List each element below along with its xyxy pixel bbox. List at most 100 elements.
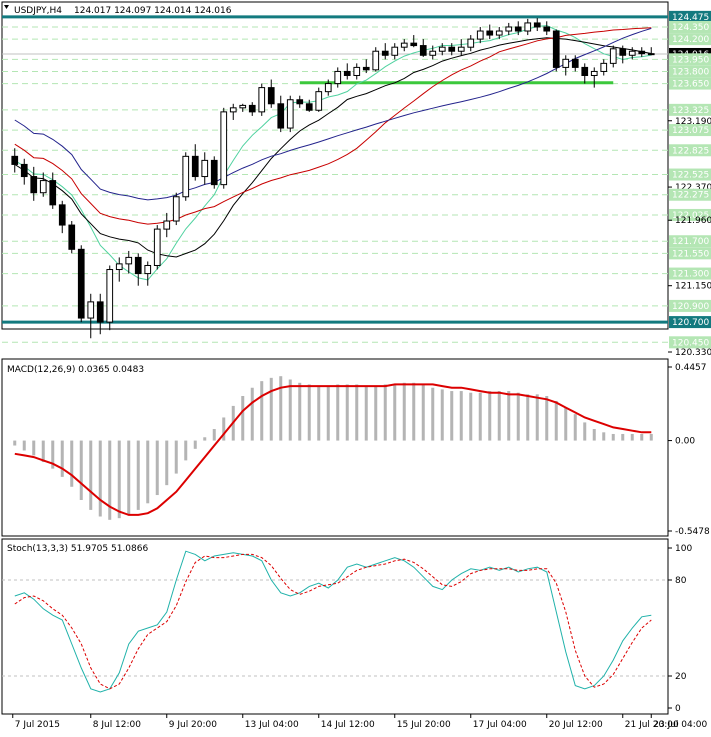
macd-histogram-bar — [155, 440, 159, 496]
candle-body — [296, 99, 304, 105]
macd-histogram-bar — [393, 384, 397, 441]
macd-histogram-bar — [307, 384, 311, 441]
time-tick-label: 23 Jul 04:00 — [653, 720, 707, 730]
candlesticks — [11, 18, 655, 339]
candle-body — [571, 58, 579, 68]
level-label: 122.275 — [672, 191, 709, 201]
macd-histogram-bar — [165, 440, 169, 486]
macd-histogram-bar — [241, 396, 245, 441]
time-tick-label: 9 Jul 20:00 — [169, 720, 218, 730]
macd-panel-frame — [1, 358, 669, 537]
level-label: 123.075 — [672, 126, 709, 136]
macd-histogram-bar — [79, 440, 83, 500]
macd-histogram-bar — [554, 400, 558, 441]
candle-body — [524, 22, 532, 32]
candle-body — [134, 256, 142, 275]
macd-histogram-bar — [279, 376, 283, 441]
candle-body — [362, 66, 370, 71]
candle-body — [619, 48, 627, 56]
candle-body — [20, 163, 28, 178]
candle-body — [381, 50, 389, 56]
stoch-tick-label: 80 — [675, 576, 687, 586]
macd-histogram-bar — [383, 384, 387, 441]
macd-histogram-bar — [193, 440, 197, 449]
level-label: 121.700 — [672, 237, 709, 247]
macd-histogram-bar — [184, 440, 188, 461]
macd-histogram-bar — [592, 429, 596, 441]
level-label: 120.900 — [672, 302, 709, 312]
stoch-header: Stoch(13,3,3) 51.9705 51.0866 — [7, 544, 148, 554]
candle-body — [543, 26, 551, 32]
level-label: 122.825 — [672, 146, 709, 156]
price-panel-frame — [1, 1, 669, 330]
candle-body — [87, 301, 95, 319]
macd-histogram-bar — [440, 389, 444, 441]
candle-body — [68, 224, 76, 250]
macd-histogram-bar — [516, 392, 520, 441]
level-label: 123.325 — [672, 106, 709, 116]
candle-body — [552, 30, 560, 68]
candle-body — [49, 180, 57, 206]
macd-histogram-bar — [583, 422, 587, 441]
level-label-bg — [669, 124, 711, 137]
level-label-bg — [669, 336, 711, 349]
macd-histogram-bar — [526, 394, 530, 441]
time-tick-label: 15 Jul 20:00 — [397, 720, 451, 730]
candle-body — [600, 62, 608, 72]
level-label: 120.700 — [672, 318, 709, 328]
price-tick-label: 121.150 — [675, 282, 711, 292]
time-tick-label: 8 Jul 12:00 — [93, 720, 142, 730]
macd-histogram-bar — [298, 382, 302, 441]
candle-body — [210, 159, 218, 186]
time-tick-label: 20 Jul 12:00 — [549, 720, 603, 730]
macd-histogram-bar — [364, 386, 368, 441]
candle-body — [286, 99, 294, 129]
macd-histogram-bar — [355, 384, 359, 441]
level-label-bg — [669, 65, 711, 78]
candle-body — [638, 50, 646, 55]
level-label-bg — [669, 53, 711, 66]
stochastic-indicator: 100 80 20 0 — [2, 544, 692, 714]
macd-tick-label: -0.5478 — [675, 527, 710, 537]
candle-body — [324, 83, 332, 93]
macd-histogram-bar — [469, 392, 473, 441]
stoch-tick-label: 0 — [675, 704, 681, 714]
price-tick-label: 120.330 — [675, 348, 711, 358]
candle-body — [106, 269, 114, 323]
macd-histogram-bar — [374, 386, 378, 441]
macd-histogram-bar — [41, 440, 45, 463]
candle-body — [514, 26, 522, 32]
macd-histogram-bar — [127, 440, 131, 515]
macd-histogram-bar — [117, 440, 121, 519]
dropdown-arrow-icon[interactable] — [4, 5, 9, 9]
candle-body — [172, 196, 180, 222]
candle-body — [505, 26, 513, 32]
candle-body — [315, 91, 323, 111]
macd-histogram-bar — [545, 396, 549, 441]
macd-histogram-bar — [317, 386, 321, 441]
candle-body — [486, 30, 494, 36]
level-label-bg — [669, 247, 711, 260]
macd-histogram-bar — [535, 394, 539, 441]
candle-body — [239, 104, 247, 109]
level-label: 123.800 — [672, 67, 709, 77]
level-label-bg — [669, 208, 711, 221]
candle-body — [305, 103, 313, 111]
macd-tick-label: 0.4457 — [675, 363, 707, 373]
candle-body — [30, 176, 38, 194]
macd-histogram-bar — [345, 384, 349, 441]
macd-header: MACD(12,26,9) 0.0365 0.0483 — [7, 365, 144, 375]
macd-histogram-bar — [602, 432, 606, 441]
macd-histogram-bar — [136, 440, 140, 510]
macd-histogram-bar — [269, 377, 273, 441]
candle-body — [372, 50, 380, 71]
candle-body — [77, 248, 85, 319]
macd-histogram-bar — [13, 440, 17, 446]
candle-body — [590, 70, 598, 76]
price-axis: 124.475124.350124.200124.016123.950123.8… — [668, 10, 711, 358]
time-tick-label: 17 Jul 04:00 — [473, 720, 527, 730]
candle-body — [400, 42, 408, 48]
candle-body — [96, 301, 104, 323]
